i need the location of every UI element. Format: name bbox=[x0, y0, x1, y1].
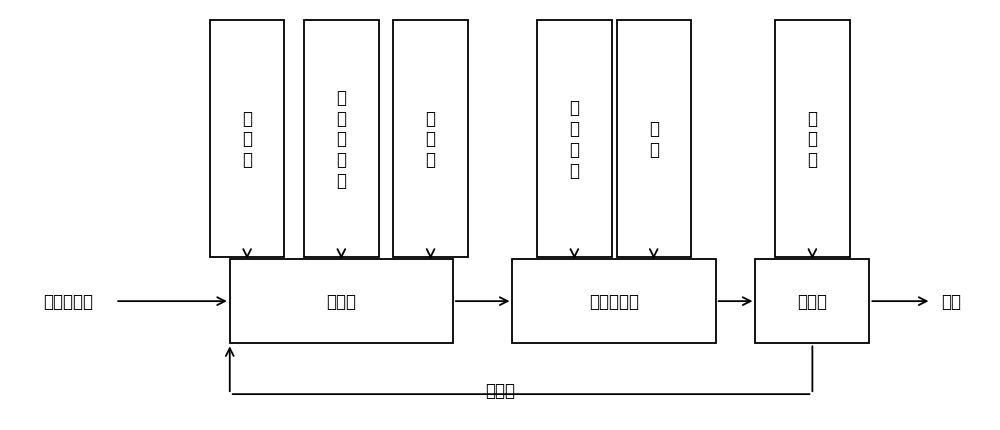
Bar bbox=[775, 21, 850, 257]
Text: 产品: 产品 bbox=[941, 292, 961, 310]
Bar bbox=[537, 21, 612, 257]
Text: 碳
酸
盐: 碳 酸 盐 bbox=[426, 109, 436, 169]
Text: 回流水: 回流水 bbox=[485, 381, 515, 399]
Text: 光
源: 光 源 bbox=[649, 120, 659, 158]
Text: 脂肪酸废水: 脂肪酸废水 bbox=[44, 292, 94, 310]
Bar bbox=[393, 21, 468, 257]
Text: 营
养
盐
溶
液: 营 养 盐 溶 液 bbox=[336, 89, 346, 190]
Bar bbox=[512, 259, 716, 344]
Bar bbox=[617, 21, 691, 257]
Text: 光
合
细
菌: 光 合 细 菌 bbox=[569, 99, 579, 179]
Bar bbox=[230, 259, 453, 344]
Bar bbox=[210, 21, 284, 257]
Bar bbox=[755, 259, 869, 344]
Bar bbox=[304, 21, 379, 257]
Text: 稀
释
水: 稀 释 水 bbox=[242, 109, 252, 169]
Text: 沉淀池: 沉淀池 bbox=[797, 292, 827, 310]
Text: 调节池: 调节池 bbox=[326, 292, 356, 310]
Text: 光和反应池: 光和反应池 bbox=[589, 292, 639, 310]
Text: 沉
淀
剂: 沉 淀 剂 bbox=[807, 109, 817, 169]
